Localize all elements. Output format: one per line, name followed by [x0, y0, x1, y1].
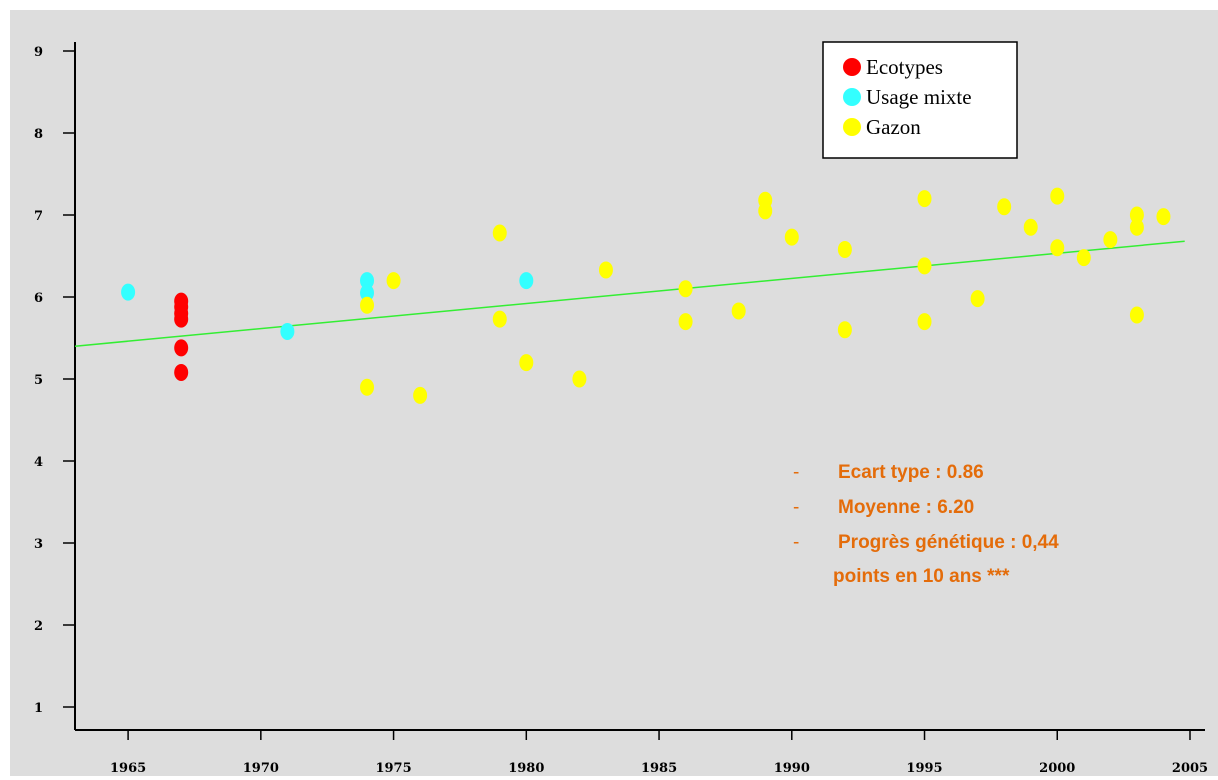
legend: Ecotypes Usage mixte Gazon — [822, 41, 1018, 159]
point-ecotypes — [174, 339, 189, 357]
point-gazon — [1129, 218, 1144, 236]
point-gazon — [970, 290, 985, 308]
point-gazon — [386, 272, 401, 290]
point-usage-mixte — [121, 283, 136, 301]
x-tick-label: 1980 — [508, 761, 544, 776]
point-gazon — [413, 386, 428, 404]
point-usage-mixte — [360, 284, 375, 302]
point-gazon — [837, 321, 852, 339]
y-tick-label: 1 — [34, 701, 43, 716]
point-gazon — [678, 313, 693, 331]
point-gazon — [1050, 187, 1065, 205]
point-gazon — [784, 228, 799, 246]
stat-moyenne: Moyenne : 6.20 — [838, 497, 974, 518]
y-tick-label: 9 — [34, 45, 43, 60]
trendline-layer — [74, 240, 1185, 347]
point-ecotypes — [174, 363, 189, 381]
stat-bullet-2: - — [793, 497, 799, 518]
point-usage-mixte — [360, 272, 375, 290]
x-tick-label: 1995 — [906, 761, 942, 776]
point-gazon — [492, 310, 507, 328]
legend-marker-ecotypes — [843, 58, 861, 76]
point-gazon — [598, 261, 613, 279]
point-gazon — [678, 280, 693, 298]
stat-bullet-1: - — [793, 462, 799, 483]
point-gazon — [917, 257, 932, 275]
y-tick-label: 4 — [34, 455, 43, 470]
point-gazon — [917, 190, 932, 208]
point-gazon — [1076, 249, 1091, 267]
axes: 1 2 3 4 5 6 7 8 9 1965 1970 1975 1980 1985 1990 1995 200… — [34, 42, 1208, 776]
statistics-annotation: - Ecart type : 0.86 - Moyenne : 6.20 - P… — [793, 462, 1059, 587]
plot-background — [10, 10, 1218, 776]
x-tick-label: 1975 — [375, 761, 411, 776]
point-gazon — [1156, 208, 1171, 226]
x-tick-label: 1970 — [243, 761, 279, 776]
point-gazon — [758, 202, 773, 220]
point-gazon — [492, 224, 507, 242]
point-usage-mixte — [519, 272, 534, 290]
point-gazon — [1103, 231, 1118, 249]
point-gazon — [360, 296, 375, 314]
point-gazon — [837, 240, 852, 258]
x-tick-label: 1985 — [641, 761, 677, 776]
point-gazon — [997, 198, 1012, 216]
legend-marker-gazon — [843, 118, 861, 136]
point-gazon — [1050, 239, 1065, 257]
point-usage-mixte — [280, 322, 295, 340]
x-tick-label: 2005 — [1172, 761, 1208, 776]
point-gazon — [1023, 218, 1038, 236]
stat-ecart-type: Ecart type : 0.86 — [838, 462, 984, 483]
legend-label-gazon: Gazon — [866, 115, 921, 139]
point-gazon — [1129, 206, 1144, 224]
point-gazon — [731, 302, 746, 320]
y-tick-label: 5 — [34, 373, 43, 388]
y-tick-label: 2 — [34, 619, 43, 634]
x-tick-label: 1965 — [110, 761, 146, 776]
stat-progres-genetique-suite: points en 10 ans *** — [833, 566, 1010, 587]
point-gazon — [917, 313, 932, 331]
point-ecotypes — [174, 310, 189, 328]
legend-marker-usage-mixte — [843, 88, 861, 106]
x-tick-label: 2000 — [1039, 761, 1075, 776]
point-gazon — [572, 370, 587, 388]
stat-progres-genetique: Progrès génétique : 0,44 — [838, 532, 1059, 553]
x-tick-label: 1990 — [774, 761, 810, 776]
point-gazon — [519, 354, 534, 372]
y-tick-label: 3 — [34, 537, 43, 552]
point-gazon — [360, 378, 375, 396]
stat-bullet-3: - — [793, 532, 799, 553]
data-points — [121, 187, 1171, 404]
y-tick-label: 6 — [34, 291, 43, 306]
legend-label-usage-mixte: Usage mixte — [866, 85, 972, 109]
y-tick-label: 7 — [34, 209, 43, 224]
legend-label-ecotypes: Ecotypes — [866, 55, 943, 79]
point-gazon — [1129, 306, 1144, 324]
y-tick-label: 8 — [34, 127, 43, 142]
trendline — [74, 240, 1185, 347]
